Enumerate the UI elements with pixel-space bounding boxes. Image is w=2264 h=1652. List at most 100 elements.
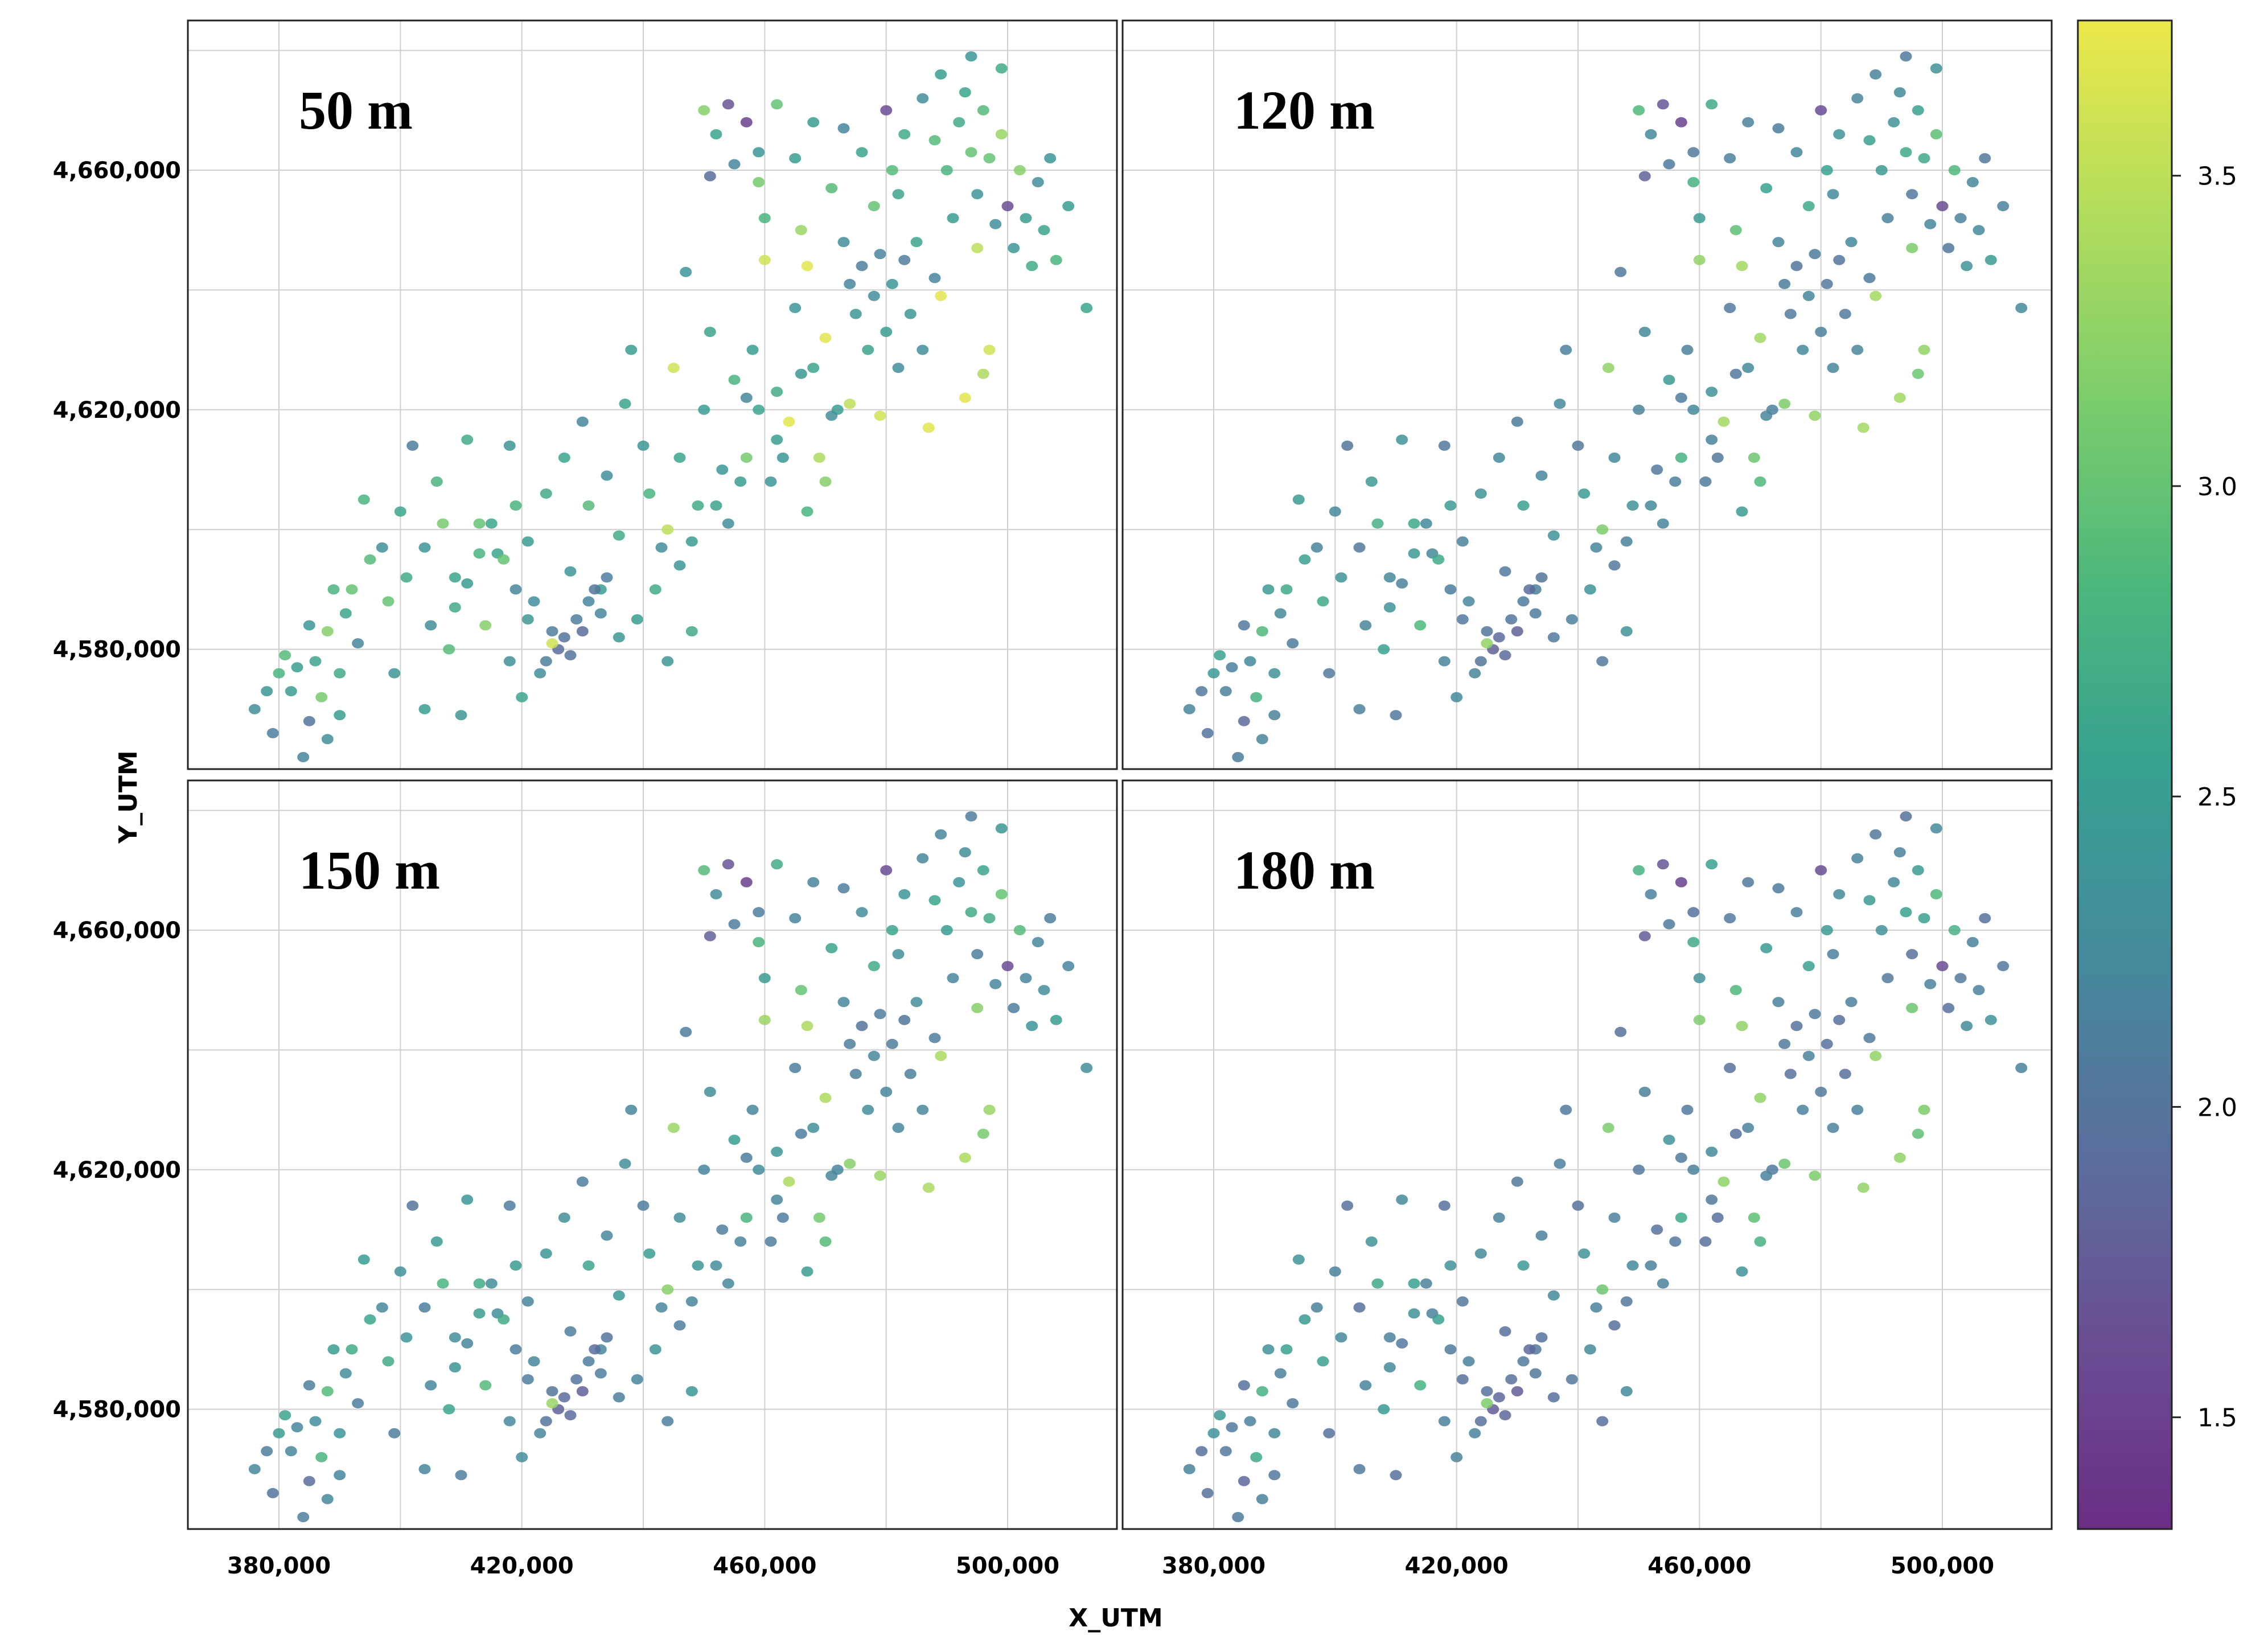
data-point bbox=[801, 506, 813, 517]
data-point bbox=[1924, 979, 1937, 989]
data-point bbox=[1772, 237, 1785, 248]
data-point bbox=[874, 1009, 886, 1020]
data-point bbox=[1693, 1014, 1706, 1025]
y-tick-label: 4,620,000 bbox=[53, 397, 181, 424]
data-point bbox=[795, 1128, 807, 1139]
data-point bbox=[1044, 153, 1057, 163]
data-point bbox=[1596, 1416, 1609, 1427]
data-point bbox=[935, 829, 947, 840]
data-point bbox=[1827, 1123, 1839, 1133]
data-point bbox=[1657, 1278, 1669, 1289]
data-point bbox=[1451, 692, 1463, 702]
data-point bbox=[661, 524, 674, 535]
data-point bbox=[1802, 961, 1815, 972]
data-point bbox=[1359, 620, 1372, 631]
data-point bbox=[521, 614, 534, 624]
data-point bbox=[1408, 548, 1420, 559]
data-point bbox=[461, 1194, 474, 1205]
panel-label: 150 m bbox=[299, 840, 440, 901]
data-point bbox=[1657, 859, 1669, 870]
data-point bbox=[1584, 584, 1596, 595]
data-point bbox=[1717, 1176, 1730, 1187]
colorbar: 1.5 2.0 2.5 3.0 3.5 bbox=[2077, 19, 2237, 1530]
data-point bbox=[953, 877, 965, 887]
data-point bbox=[285, 1446, 297, 1457]
data-point bbox=[1329, 1266, 1341, 1277]
y-tick-labels-top: 4,580,000 4,620,000 4,660,000 bbox=[53, 158, 181, 663]
data-point bbox=[1736, 506, 1748, 517]
data-point bbox=[1256, 734, 1268, 745]
data-point bbox=[509, 1260, 522, 1271]
data-point bbox=[1201, 728, 1214, 738]
data-point bbox=[940, 165, 953, 175]
data-point bbox=[917, 1104, 929, 1115]
data-point bbox=[783, 1176, 795, 1187]
data-point bbox=[1511, 1176, 1523, 1187]
data-point bbox=[1335, 572, 1347, 583]
data-point bbox=[1383, 1362, 1396, 1372]
data-point bbox=[1663, 1135, 1675, 1145]
data-point bbox=[959, 847, 971, 858]
data-point bbox=[1523, 584, 1536, 595]
data-point bbox=[1432, 1314, 1445, 1325]
data-point bbox=[1997, 961, 2010, 972]
data-point bbox=[947, 213, 959, 224]
data-point bbox=[601, 1332, 613, 1343]
data-point bbox=[1724, 913, 1736, 923]
data-point bbox=[1687, 404, 1700, 415]
data-point bbox=[1729, 225, 1742, 236]
data-point bbox=[461, 1338, 474, 1349]
data-point bbox=[546, 626, 558, 636]
data-point bbox=[740, 1152, 753, 1163]
data-point bbox=[406, 440, 419, 451]
data-point bbox=[983, 153, 996, 163]
data-point bbox=[1080, 303, 1093, 313]
data-point bbox=[965, 811, 977, 822]
data-point bbox=[1881, 973, 1894, 984]
data-point bbox=[1930, 823, 1942, 834]
data-point bbox=[1353, 1464, 1366, 1474]
data-point bbox=[1038, 225, 1050, 236]
data-point bbox=[1474, 1248, 1487, 1259]
data-point bbox=[418, 1464, 431, 1474]
data-point bbox=[1827, 363, 1839, 373]
data-point bbox=[1226, 1422, 1238, 1433]
data-point bbox=[892, 1123, 905, 1133]
data-point bbox=[1742, 117, 1755, 128]
data-point bbox=[971, 189, 984, 200]
data-point bbox=[898, 889, 911, 899]
y-tick-label: 4,620,000 bbox=[53, 1157, 181, 1183]
data-point bbox=[704, 931, 716, 942]
data-point bbox=[795, 368, 807, 379]
data-point bbox=[1717, 416, 1730, 427]
data-point bbox=[1839, 309, 1851, 319]
data-point bbox=[1020, 973, 1032, 984]
data-point bbox=[1863, 273, 1876, 283]
data-point bbox=[297, 1512, 310, 1522]
x-tick-labels-right: 380,000 420,000 460,000 500,000 bbox=[1162, 1553, 1994, 1579]
data-point bbox=[631, 1374, 643, 1384]
data-point bbox=[1481, 638, 1493, 649]
data-point bbox=[1517, 500, 1530, 511]
data-point bbox=[844, 278, 856, 289]
data-point bbox=[485, 518, 498, 529]
data-point bbox=[1754, 1092, 1766, 1103]
data-point bbox=[1687, 937, 1700, 947]
data-point bbox=[1833, 129, 1846, 139]
data-point bbox=[710, 500, 722, 511]
data-point bbox=[1596, 1284, 1609, 1295]
data-point bbox=[880, 327, 893, 337]
data-point bbox=[613, 1290, 625, 1301]
data-point bbox=[582, 596, 595, 607]
data-point bbox=[801, 261, 813, 272]
data-point bbox=[898, 254, 911, 265]
data-point bbox=[1942, 243, 1955, 253]
data-point bbox=[1274, 1368, 1287, 1379]
data-point bbox=[1050, 254, 1062, 265]
data-point bbox=[601, 1230, 613, 1241]
data-point bbox=[1390, 710, 1402, 721]
data-point bbox=[868, 201, 880, 212]
data-point bbox=[1809, 410, 1821, 421]
data-point bbox=[740, 1213, 753, 1223]
data-point bbox=[1893, 392, 1906, 403]
